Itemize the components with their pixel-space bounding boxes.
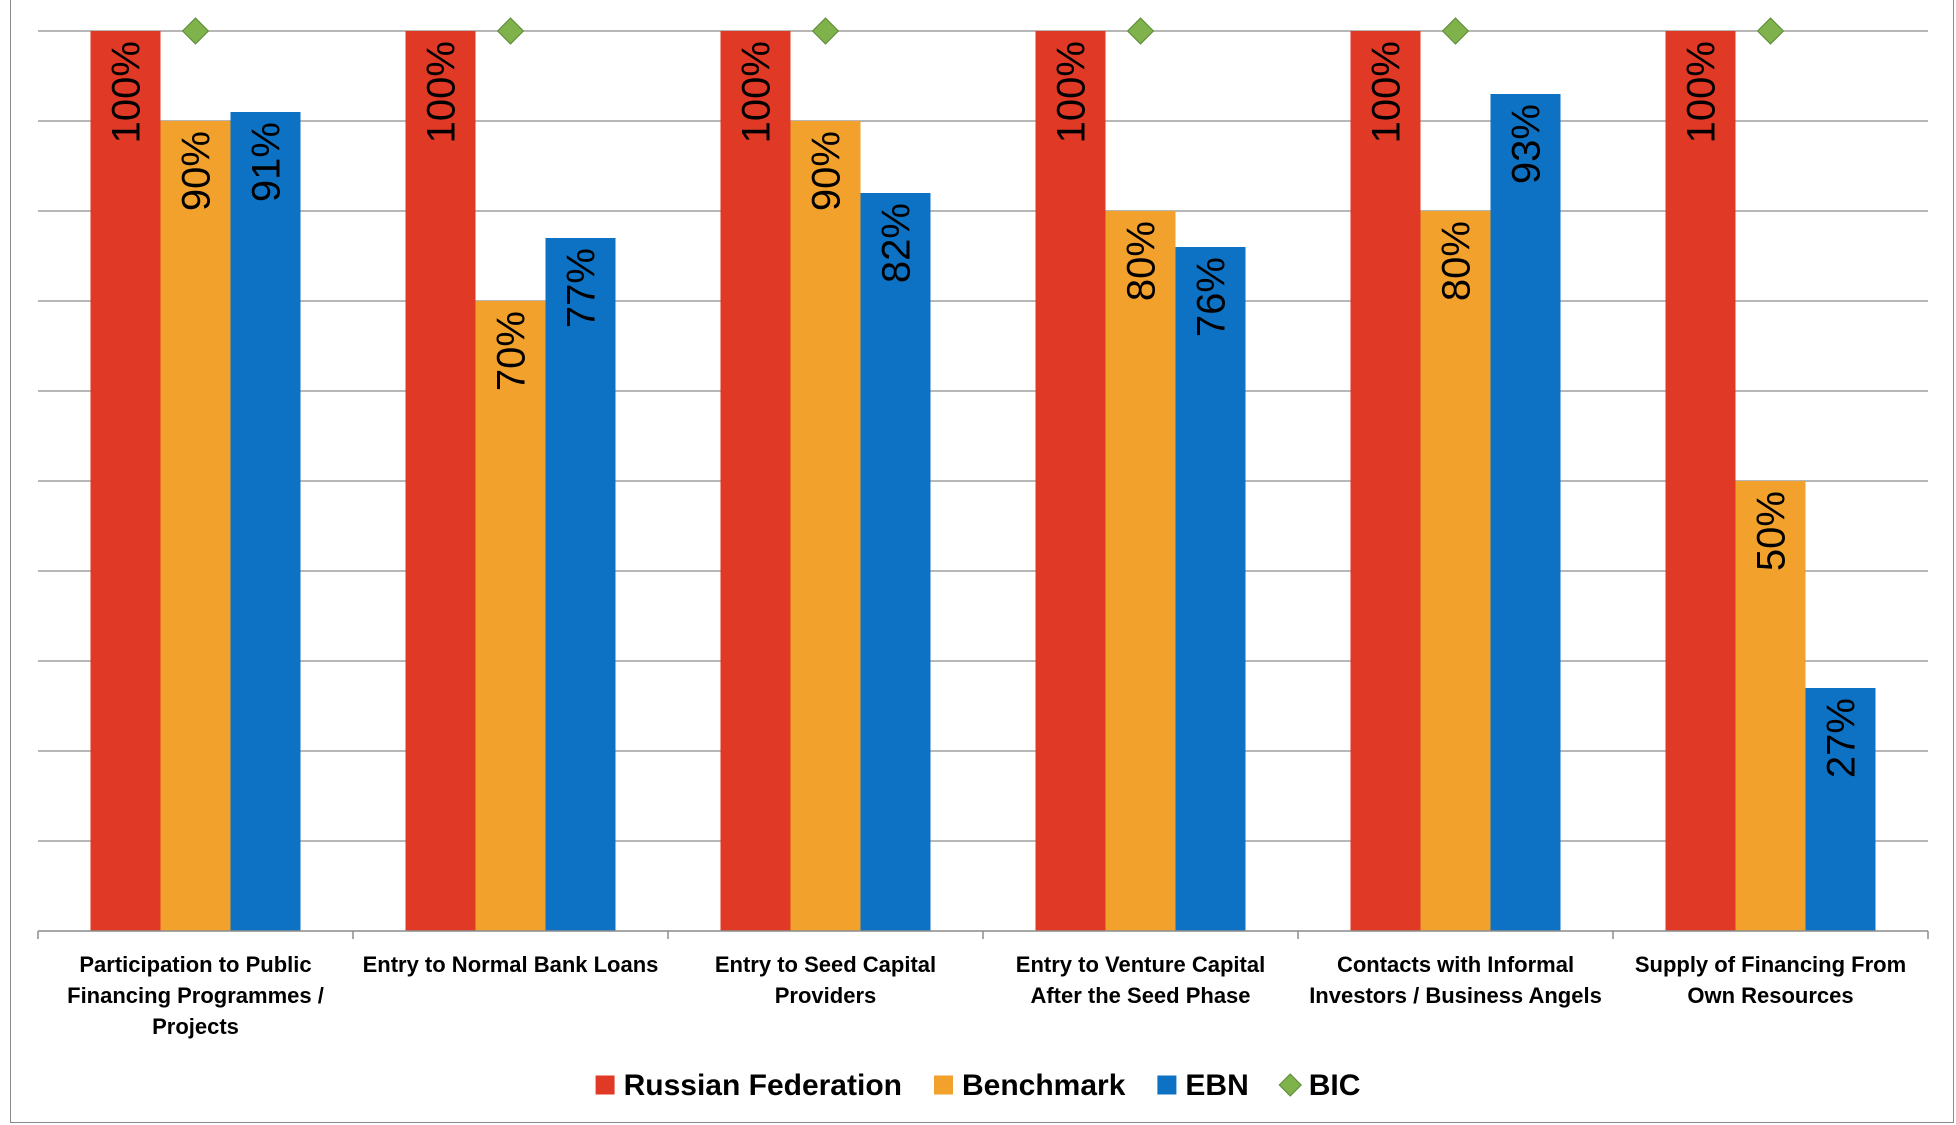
bar-ebn [545,238,616,931]
legend: Russian Federation Benchmark EBN BIC [595,1069,1361,1102]
category-label: Supply of Financing From [1635,952,1906,977]
data-label-russian-federation: 100% [1050,41,1094,143]
category-labels: Participation to Public Financing Program… [67,952,1906,1039]
data-label-russian-federation: 100% [735,41,779,143]
chart-frame [10,0,1954,1123]
bar-ebn [1805,688,1876,931]
marker-bic [1756,17,1785,45]
data-labels: 100% 90% 91% 100% 70% 77% 100% 90% 82% 100% 80% 76%… [105,41,1864,778]
data-label-benchmark: 80% [1120,221,1164,301]
data-label-ebn: 27% [1820,698,1864,778]
data-label-ebn: 77% [560,248,604,328]
legend-label: Benchmark [962,1069,1126,1102]
marker-bic [811,17,840,45]
marker-bic [181,17,210,45]
bar-russian-federation [90,31,161,931]
bar-benchmark [160,121,231,931]
bar-ebn [1490,94,1561,931]
bar-russian-federation [405,31,476,931]
legend-label: BIC [1309,1069,1361,1102]
data-label-benchmark: 90% [805,131,849,211]
data-label-russian-federation: 100% [1680,41,1724,143]
bar-russian-federation [1350,31,1421,931]
bar-benchmark [790,121,861,931]
category-label: Projects [152,1014,239,1039]
data-label-russian-federation: 100% [1365,41,1409,143]
legend-label: Russian Federation [624,1069,902,1102]
category-label: Entry to Normal Bank Loans [363,952,659,977]
data-label-benchmark: 90% [175,131,219,211]
category-label: Entry to Seed Capital [715,952,936,977]
bars [90,31,1876,931]
marker-bic [1441,17,1470,45]
category-label: Entry to Venture Capital [1016,952,1265,977]
category-label: Own Resources [1687,983,1853,1008]
data-label-ebn: 76% [1190,257,1234,337]
data-label-russian-federation: 100% [105,41,149,143]
category-label: Financing Programmes / [67,983,324,1008]
data-label-ebn: 91% [245,122,289,202]
data-label-russian-federation: 100% [420,41,464,143]
bar-ebn [860,193,931,931]
bar-benchmark [475,301,546,931]
data-label-benchmark: 70% [490,311,534,391]
bar-russian-federation [720,31,791,931]
bic-markers [181,17,1785,45]
bar-russian-federation [1665,31,1736,931]
category-label: After the Seed Phase [1030,983,1250,1008]
bar-benchmark [1420,211,1491,931]
legend-swatch-ebn [1157,1075,1177,1095]
data-label-benchmark: 80% [1435,221,1479,301]
category-label: Providers [775,983,877,1008]
bar-ebn [1175,247,1246,931]
marker-bic [1126,17,1155,45]
legend-label: EBN [1185,1069,1248,1102]
legend-swatch-russian-federation [595,1075,615,1095]
category-label: Investors / Business Angels [1309,983,1602,1008]
data-label-benchmark: 50% [1750,491,1794,571]
category-label: Participation to Public [79,952,311,977]
data-label-ebn: 82% [875,203,919,283]
legend-swatch-benchmark [933,1075,953,1095]
bar-russian-federation [1035,31,1106,931]
gridlines [38,30,1928,842]
data-label-ebn: 93% [1505,104,1549,184]
category-label: Contacts with Informal [1337,952,1574,977]
bar-benchmark [1105,211,1176,931]
marker-bic [496,17,525,45]
legend-swatch-bic [1278,1073,1302,1097]
bar-benchmark [1735,481,1806,931]
bar-ebn [230,112,301,931]
x-axis [37,930,1929,939]
